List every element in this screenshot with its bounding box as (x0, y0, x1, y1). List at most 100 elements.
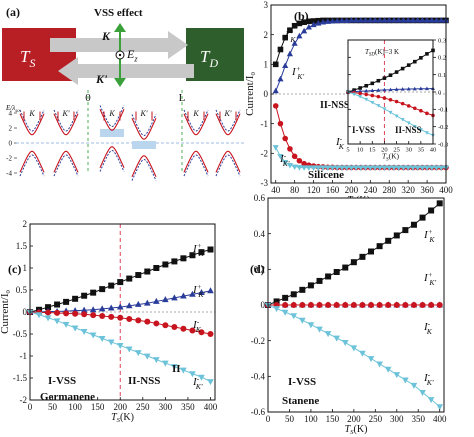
data-point (418, 86, 423, 91)
data-point (282, 62, 289, 69)
y-tick-label: 0.2 (438, 55, 446, 62)
plot-area (348, 40, 433, 144)
y-tick-label: -2 (261, 148, 269, 158)
data-point (171, 294, 178, 301)
data-point (425, 52, 429, 56)
data-point (402, 302, 409, 308)
data-point (277, 75, 284, 82)
valley-label: K (192, 109, 199, 118)
x-tick-label: 350 (181, 402, 195, 412)
data-point (427, 397, 435, 404)
data-point (368, 248, 375, 255)
data-point (376, 361, 383, 368)
panel-d: 0 50 100 150 200 250 300 350 400 -0.6 -0.4 -0.2 0 0.2… (250, 193, 447, 436)
data-point (310, 18, 317, 24)
y-tick-label: -2 (20, 395, 28, 405)
data-point (272, 87, 279, 94)
data-point (286, 50, 293, 57)
data-point (189, 290, 196, 297)
panel-a-title: VSS effect (94, 7, 143, 19)
data-point (301, 19, 307, 26)
data-point (153, 357, 160, 364)
energy-tick-label: -4 (6, 170, 12, 178)
y-tick-label: -0.4 (251, 371, 266, 381)
data-point (438, 17, 445, 23)
data-point (376, 94, 381, 99)
y-tick-label: -0.6 (251, 407, 266, 417)
x-tick-label: 100 (68, 402, 82, 412)
data-point (342, 302, 349, 308)
y-tick-label: 3 (264, 0, 269, 10)
data-point (341, 340, 349, 347)
data-point (370, 88, 375, 93)
energy-tick-label: -2 (6, 155, 12, 163)
x-tick-label: 30 (405, 147, 412, 154)
data-point (324, 18, 331, 24)
valence-band-spin (19, 154, 45, 177)
data-point (433, 165, 440, 171)
y-tick-label: 0 (438, 89, 441, 96)
x-tick-label: 50 (48, 402, 58, 412)
y-tick-label: 0.4 (254, 229, 266, 239)
conduction-band (183, 113, 209, 136)
data-point (307, 282, 314, 289)
data-point (395, 165, 402, 171)
y-tick-label: 0.6 (254, 193, 266, 203)
data-point (402, 377, 409, 384)
y-tick-label: -0.2 (438, 124, 448, 131)
data-point (319, 165, 327, 171)
data-point (277, 154, 284, 160)
data-point (400, 17, 407, 23)
data-point (272, 61, 279, 68)
data-point (393, 302, 400, 308)
data-point (386, 17, 393, 23)
dirac-cone-0 (19, 109, 45, 177)
data-point (388, 73, 393, 77)
data-point (282, 294, 289, 301)
dirac-cone-1 (53, 109, 79, 177)
data-point (414, 17, 421, 23)
data-point (144, 318, 151, 325)
data-point (384, 366, 392, 373)
data-point (376, 104, 381, 108)
data-point (171, 323, 178, 330)
data-point (333, 269, 340, 276)
data-point (306, 18, 312, 25)
data-point (325, 273, 332, 280)
data-point (207, 379, 214, 386)
data-point (71, 325, 79, 332)
data-point (72, 295, 79, 302)
data-point (382, 107, 387, 111)
series-3 (26, 309, 214, 386)
data-point (282, 135, 288, 142)
data-point (35, 312, 43, 319)
data-point (207, 287, 214, 294)
data-point (180, 325, 187, 332)
material-label: Stanene (282, 395, 319, 407)
data-point (287, 27, 293, 34)
y-tick-label: 1 (264, 59, 269, 69)
data-point (382, 87, 387, 92)
data-point (381, 165, 388, 171)
data-point (324, 331, 332, 338)
region-label: II-NSS (128, 375, 160, 387)
data-point (125, 346, 133, 353)
conduction-band (53, 113, 79, 136)
x-tick-label: 5 (346, 147, 349, 154)
valley-label: K' (61, 109, 69, 118)
conduction-band (215, 113, 241, 136)
series-0 (265, 200, 443, 308)
data-point (395, 17, 402, 23)
data-point (153, 265, 160, 271)
data-point (117, 279, 124, 286)
series-label-ikp-plus: I+ K' (192, 282, 205, 299)
region-label: I-VSS (48, 375, 76, 387)
data-point (418, 128, 423, 132)
data-point (364, 92, 369, 97)
x-tick-label: 10 (357, 147, 364, 154)
source-label: TS (20, 47, 35, 70)
data-point (436, 404, 444, 411)
y-tick-label: -0.5 (13, 329, 28, 339)
data-point (364, 88, 369, 93)
data-point (108, 313, 115, 320)
